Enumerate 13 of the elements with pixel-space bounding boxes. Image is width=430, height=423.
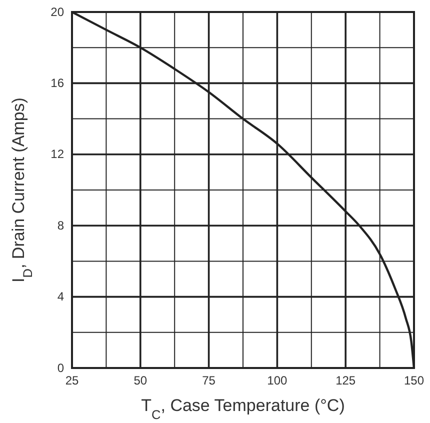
x-tick-label: 125 bbox=[336, 374, 356, 388]
y-tick-label: 0 bbox=[57, 360, 64, 375]
y-tick-label: 8 bbox=[57, 218, 64, 232]
x-axis-title: T$_{C}$, Case Temperature (°C) bbox=[141, 396, 345, 422]
y-tick-label: 12 bbox=[50, 147, 64, 162]
y-tick-label: 20 bbox=[50, 4, 64, 19]
x-tick-label: 100 bbox=[267, 374, 288, 388]
x-tick-label: 50 bbox=[134, 374, 148, 388]
x-tick-label: 25 bbox=[65, 374, 79, 388]
x-tick-label: 75 bbox=[202, 374, 216, 388]
x-tick-label: 150 bbox=[404, 374, 424, 388]
y-tick-label: 4 bbox=[57, 290, 64, 304]
y-tick-label: 16 bbox=[50, 76, 64, 90]
